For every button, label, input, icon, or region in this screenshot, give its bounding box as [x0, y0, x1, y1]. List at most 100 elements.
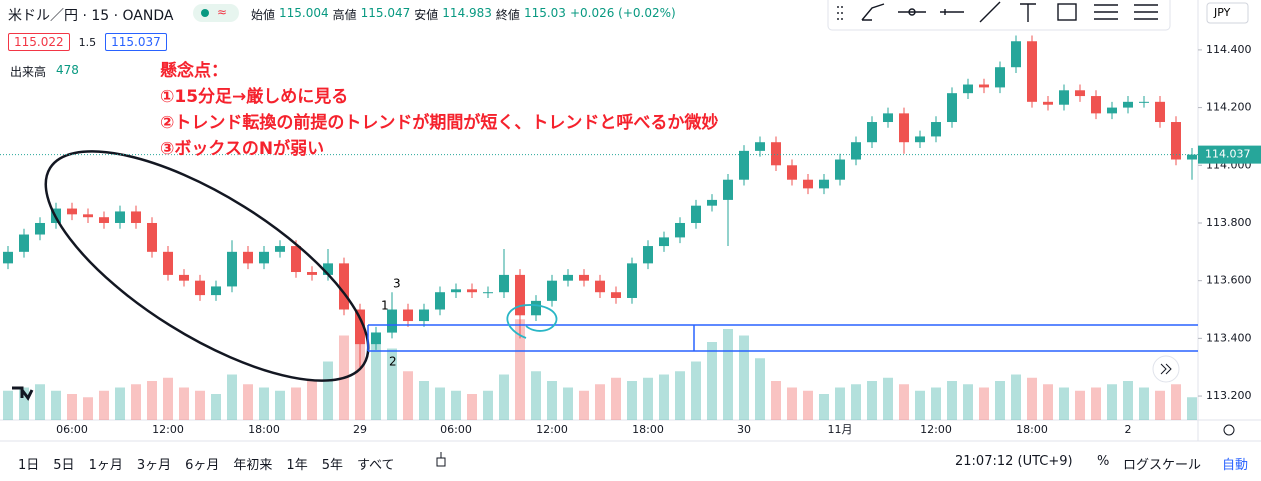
circle-drawing: [506, 304, 558, 339]
volume-bar: [323, 361, 333, 420]
value: 478: [56, 63, 79, 77]
logo: [12, 386, 34, 401]
brush-tool[interactable]: [861, 3, 885, 21]
quote: 115.022 1.5 115.037: [8, 33, 167, 51]
volume-legend: 出来高 478: [10, 63, 79, 80]
candle-body: [563, 274, 573, 281]
drag-handle[interactable]: [837, 6, 843, 20]
volume-bar: [611, 377, 621, 420]
candle-body: [979, 84, 989, 88]
range-button[interactable]: すべて: [356, 458, 395, 473]
volume-bar: [899, 384, 909, 420]
candle-body: [403, 309, 413, 322]
bid[interactable]: 115.022: [8, 33, 70, 51]
candle-body: [131, 211, 141, 223]
candle-body: [19, 234, 29, 252]
list-tool[interactable]: [1134, 4, 1158, 20]
candle-body: [851, 142, 861, 160]
candle-body: [547, 280, 557, 301]
range-button[interactable]: 1年: [286, 458, 308, 473]
volume-bar: [643, 377, 653, 420]
candle-body: [883, 113, 893, 123]
candle-body: [1091, 96, 1101, 114]
candle-body: [339, 263, 349, 310]
value: 114.983: [442, 6, 492, 20]
volume-bar: [179, 387, 189, 420]
point-label: 1: [381, 299, 389, 313]
currency-button[interactable]: [1206, 2, 1249, 24]
volume-bar: [963, 384, 973, 420]
candle-body: [291, 246, 301, 273]
note-title: 懸念点：: [160, 61, 228, 81]
candle-body: [275, 246, 285, 252]
range-button[interactable]: 1ヶ月: [88, 458, 123, 473]
volume-bar: [787, 387, 797, 420]
volume-bar: [291, 387, 301, 420]
volume-bar: [419, 381, 429, 420]
candle-body: [435, 292, 445, 310]
candle-body: [35, 222, 45, 235]
volume-bar: [371, 332, 381, 420]
spread: 1.5: [78, 35, 97, 49]
hline-tool[interactable]: [898, 8, 926, 16]
ask[interactable]: 115.037: [105, 33, 167, 51]
volume-bar: [387, 348, 397, 420]
rect-tool[interactable]: [1057, 3, 1077, 21]
volume-layer: [3, 319, 1197, 420]
candle-body: [835, 159, 845, 180]
log-toggle[interactable]: ログスケール: [1123, 458, 1202, 473]
volume-bar: [195, 390, 205, 420]
range-button[interactable]: 年初来: [233, 458, 273, 473]
ray-tool[interactable]: [940, 9, 964, 15]
note-line: ③ボックスのNが弱い: [160, 139, 325, 159]
range-button[interactable]: 1日: [18, 458, 40, 473]
candle-body: [1075, 90, 1085, 97]
y-tick-label: 113.600: [1206, 274, 1252, 287]
candle-body: [995, 67, 1005, 88]
candle-body: [1027, 41, 1037, 102]
trend-tool[interactable]: [979, 1, 1001, 23]
y-tick-label: 114.400: [1206, 43, 1252, 56]
range-button[interactable]: 3ヶ月: [136, 458, 172, 473]
volume-bar: [1171, 384, 1181, 420]
volume-bar: [1187, 397, 1197, 420]
range-button[interactable]: 6ヶ月: [185, 458, 220, 473]
percent-toggle[interactable]: %: [1097, 454, 1110, 469]
volume-bar: [275, 390, 285, 420]
candle-body: [803, 179, 813, 189]
compare-icon[interactable]: [436, 452, 446, 467]
x-tick-label: 2: [1125, 423, 1132, 436]
candle-body: [723, 179, 733, 200]
x-tick-label: 12:00: [536, 423, 568, 436]
candle-layer: [3, 35, 1197, 368]
volume-bar: [1123, 381, 1133, 420]
candle-body: [179, 274, 189, 281]
candle-body: [531, 300, 541, 316]
status-pill: ≈: [193, 4, 239, 22]
fib-tool[interactable]: [1094, 4, 1118, 20]
volume-bar: [627, 381, 637, 420]
range-button[interactable]: 5日: [53, 458, 75, 473]
candle-body: [1107, 107, 1117, 114]
candle-body: [3, 251, 13, 264]
candle-body: [211, 286, 221, 296]
currency[interactable]: JPY: [1213, 6, 1231, 19]
candle-body: [643, 246, 653, 264]
volume-bar: [467, 394, 477, 420]
volume-bar: [547, 381, 557, 420]
volume-bar: [35, 384, 45, 420]
volume-bar: [723, 329, 733, 420]
text-tool[interactable]: [1020, 3, 1036, 22]
settings-icon[interactable]: [1223, 424, 1235, 436]
volume-bar: [499, 374, 509, 420]
auto-toggle[interactable]: 自動: [1222, 458, 1249, 473]
x-tick-label: 30: [737, 423, 751, 436]
volume-bar: [403, 371, 413, 420]
range-button[interactable]: 5年: [321, 458, 343, 473]
volume-bar: [755, 358, 765, 420]
y-tick-label: 113.400: [1206, 331, 1252, 344]
candle-body: [195, 280, 205, 296]
candle-body: [963, 84, 973, 94]
value: 115.03: [523, 6, 566, 20]
candle-body: [419, 309, 429, 322]
